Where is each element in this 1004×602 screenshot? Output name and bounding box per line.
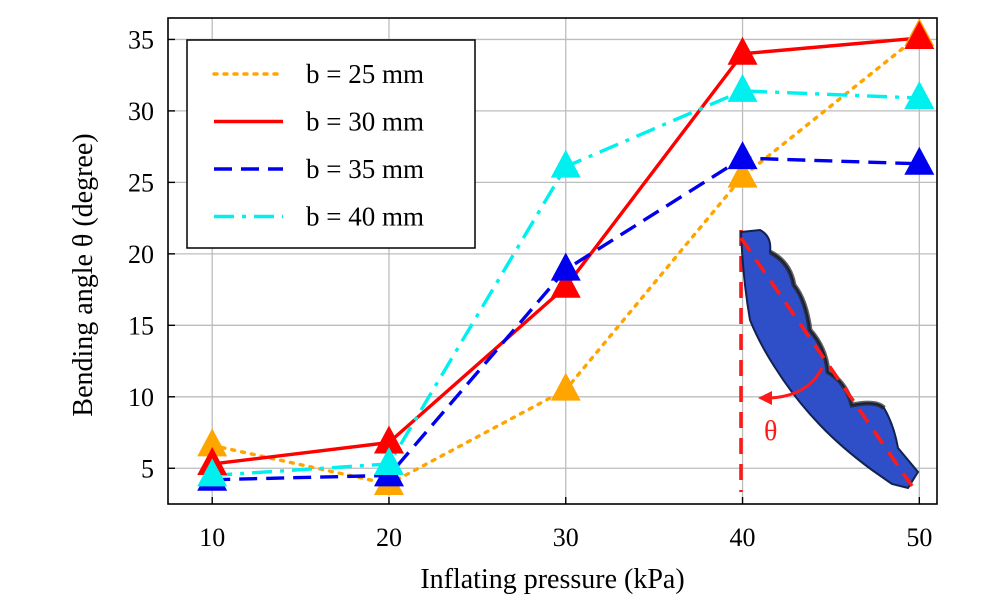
y-tick-label: 25 <box>128 168 154 197</box>
data-point-marker <box>727 36 758 65</box>
data-point-marker <box>727 159 758 188</box>
x-axis-label: Inflating pressure (kPa) <box>420 564 684 595</box>
data-point-marker <box>904 146 935 175</box>
angle-arrowhead <box>758 391 772 405</box>
data-point-marker <box>550 372 581 401</box>
x-tick-label: 10 <box>199 523 225 552</box>
legend-label: b = 30 mm <box>306 107 424 137</box>
series-layer <box>197 18 935 495</box>
y-tick-label: 35 <box>128 25 154 54</box>
legend-label: b = 25 mm <box>306 59 424 89</box>
data-point-marker <box>550 252 581 281</box>
y-tick-label: 30 <box>128 97 154 126</box>
y-tick-label: 15 <box>128 311 154 340</box>
y-tick-label: 5 <box>141 454 154 483</box>
bent-actuator-icon <box>739 228 920 490</box>
data-point-marker <box>373 425 404 454</box>
data-point-marker <box>373 446 404 475</box>
data-point-marker <box>727 141 758 170</box>
actuator-bellows-edge <box>768 249 886 410</box>
data-point-marker <box>550 149 581 178</box>
data-point-marker <box>904 21 935 50</box>
x-tick-label: 30 <box>553 523 579 552</box>
legend: b = 25 mm b = 30 mm b = 35 mm b = 40 mm <box>186 39 476 249</box>
legend-label: b = 35 mm <box>306 154 424 184</box>
actuator-inset: θ <box>739 228 920 492</box>
data-point-marker <box>197 428 228 457</box>
legend-label: b = 40 mm <box>306 202 424 232</box>
angle-arc <box>769 367 824 400</box>
data-point-marker <box>904 81 935 110</box>
y-tick-label: 20 <box>128 240 154 269</box>
data-point-marker <box>727 73 758 102</box>
x-tick-label: 40 <box>730 523 756 552</box>
x-tick-label: 50 <box>906 523 932 552</box>
data-point-marker <box>197 458 228 487</box>
y-tick-label: 10 <box>128 383 154 412</box>
data-point-marker <box>550 269 581 298</box>
theta-label: θ <box>764 416 777 447</box>
x-tick-label: 20 <box>376 523 402 552</box>
axis-ticks: 10 20 30 40 50 5 10 15 20 25 30 35 <box>128 25 932 552</box>
y-axis-label: Bending angle θ (degree) <box>68 133 99 416</box>
plot-frame <box>167 17 938 505</box>
